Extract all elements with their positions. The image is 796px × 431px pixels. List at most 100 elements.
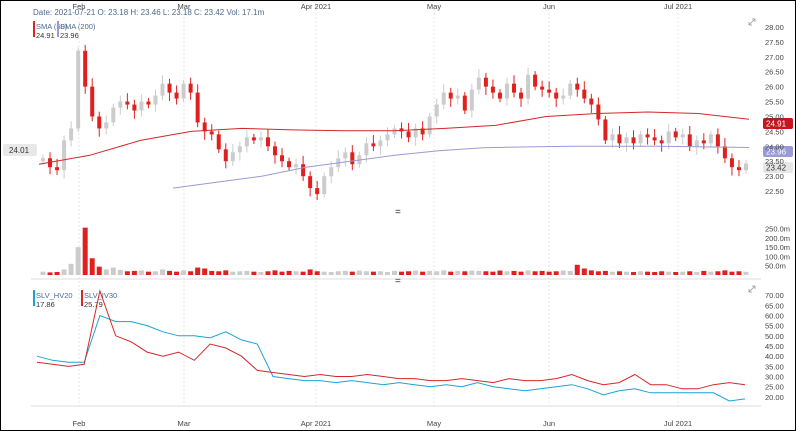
- candle-body: [160, 83, 165, 96]
- volume-bar: [202, 268, 208, 275]
- volume-bar: [342, 270, 348, 275]
- volume-axis-tick: 50.0m: [765, 262, 786, 271]
- candle-body: [533, 74, 538, 87]
- iv-axis-tick: 25.00: [765, 383, 784, 392]
- volume-bar: [124, 271, 130, 275]
- candle-body: [146, 101, 151, 105]
- volume-bar: [167, 270, 173, 275]
- price-axis-tick: 28.00: [765, 23, 784, 32]
- candle-body: [624, 137, 629, 144]
- volume-bar: [645, 271, 651, 275]
- volume-bar: [539, 270, 545, 275]
- sma200-line: [172, 145, 750, 189]
- candle-body: [399, 128, 404, 132]
- candle-body: [652, 137, 657, 141]
- candle-body: [448, 92, 453, 99]
- candle-body: [287, 161, 292, 168]
- candle-body: [343, 152, 348, 159]
- volume-bar: [399, 271, 405, 275]
- volume-bar: [715, 271, 721, 275]
- candle-body: [427, 116, 432, 135]
- candle-body: [736, 167, 741, 171]
- volume-bar: [356, 270, 362, 275]
- volume-axis-tick: 200.0m: [765, 234, 790, 243]
- candle-body: [378, 140, 383, 147]
- volume-bar: [743, 271, 749, 275]
- last-price-flag: 23.42: [763, 162, 793, 173]
- candle-body: [469, 89, 474, 111]
- legend-sma200: SMA (200) 23.96: [57, 21, 96, 40]
- candle-body: [722, 146, 727, 159]
- candle-body: [434, 104, 439, 117]
- volume-bar: [160, 269, 166, 275]
- candle-body: [519, 92, 524, 99]
- volume-bar: [434, 271, 440, 275]
- candle-body: [406, 131, 411, 138]
- volume-bar: [490, 271, 496, 275]
- volume-bar: [370, 271, 376, 275]
- legend-label: SMA (50): [36, 22, 68, 31]
- volume-bar: [293, 271, 299, 275]
- volume-bar: [602, 270, 608, 275]
- volume-bar: [392, 270, 397, 275]
- candle-body: [610, 134, 615, 141]
- candle-body: [132, 104, 137, 111]
- volume-bar: [631, 272, 637, 275]
- volume-axis-tick: 150.0m: [765, 243, 790, 252]
- expand-arrows-icon[interactable]: [748, 18, 756, 26]
- candle-body: [680, 134, 685, 138]
- candle-body: [251, 137, 256, 141]
- hv20-line: [36, 314, 746, 402]
- candle-body: [687, 134, 692, 147]
- volume-bar: [181, 270, 187, 275]
- candle-body: [596, 104, 601, 120]
- volume-bar: [567, 270, 573, 275]
- panel-resize-handle[interactable]: =: [395, 276, 401, 287]
- volume-bar: [89, 258, 95, 275]
- candle-body: [181, 83, 186, 99]
- legend-value: 17.86: [36, 300, 55, 309]
- volume-bar: [145, 271, 151, 275]
- iv30-line: [36, 289, 746, 390]
- candle-body: [139, 101, 144, 111]
- panel-resize-handle[interactable]: =: [395, 207, 401, 218]
- price-axis-tick: 23.00: [765, 172, 784, 181]
- volume-bar: [363, 271, 369, 275]
- volume-bar: [152, 271, 158, 275]
- volume-bar: [96, 266, 102, 275]
- legend-value: 24.91: [36, 31, 55, 40]
- volume-bar: [525, 270, 531, 275]
- price-axis-tick: 26.50: [765, 68, 784, 77]
- volume-bar: [216, 271, 222, 275]
- candle-body: [582, 89, 587, 99]
- iv-axis-tick: 45.00: [765, 342, 784, 351]
- x-axis-label: Mar: [178, 419, 191, 428]
- volume-bar: [328, 272, 334, 275]
- svg-text:23.96: 23.96: [766, 148, 787, 157]
- legend-label: SLV_IV30: [84, 291, 117, 300]
- candle-body: [230, 152, 235, 162]
- volume-bar: [188, 271, 194, 275]
- candle-body: [62, 140, 67, 171]
- volume-bar: [722, 270, 728, 275]
- volume-bar: [103, 269, 109, 275]
- legend-value: 23.96: [60, 31, 79, 40]
- volume-bar: [546, 271, 552, 275]
- volume-bar: [251, 271, 257, 275]
- volume-bar: [736, 271, 742, 275]
- candle-body: [744, 163, 748, 171]
- price-axis-tick: 25.00: [765, 112, 784, 121]
- volume-bar: [448, 271, 454, 275]
- volume-bar: [377, 271, 383, 275]
- volume-bar: [265, 271, 271, 275]
- volume-bar: [131, 270, 137, 275]
- candle-body: [258, 137, 263, 141]
- candle-body: [729, 158, 734, 168]
- volume-bar: [209, 270, 215, 275]
- candle-body: [90, 86, 95, 117]
- volume-bar: [588, 270, 594, 275]
- candle-body: [441, 92, 446, 105]
- expand-arrows-icon[interactable]: [748, 285, 756, 293]
- candle-body: [280, 155, 285, 162]
- candle-body: [322, 176, 327, 195]
